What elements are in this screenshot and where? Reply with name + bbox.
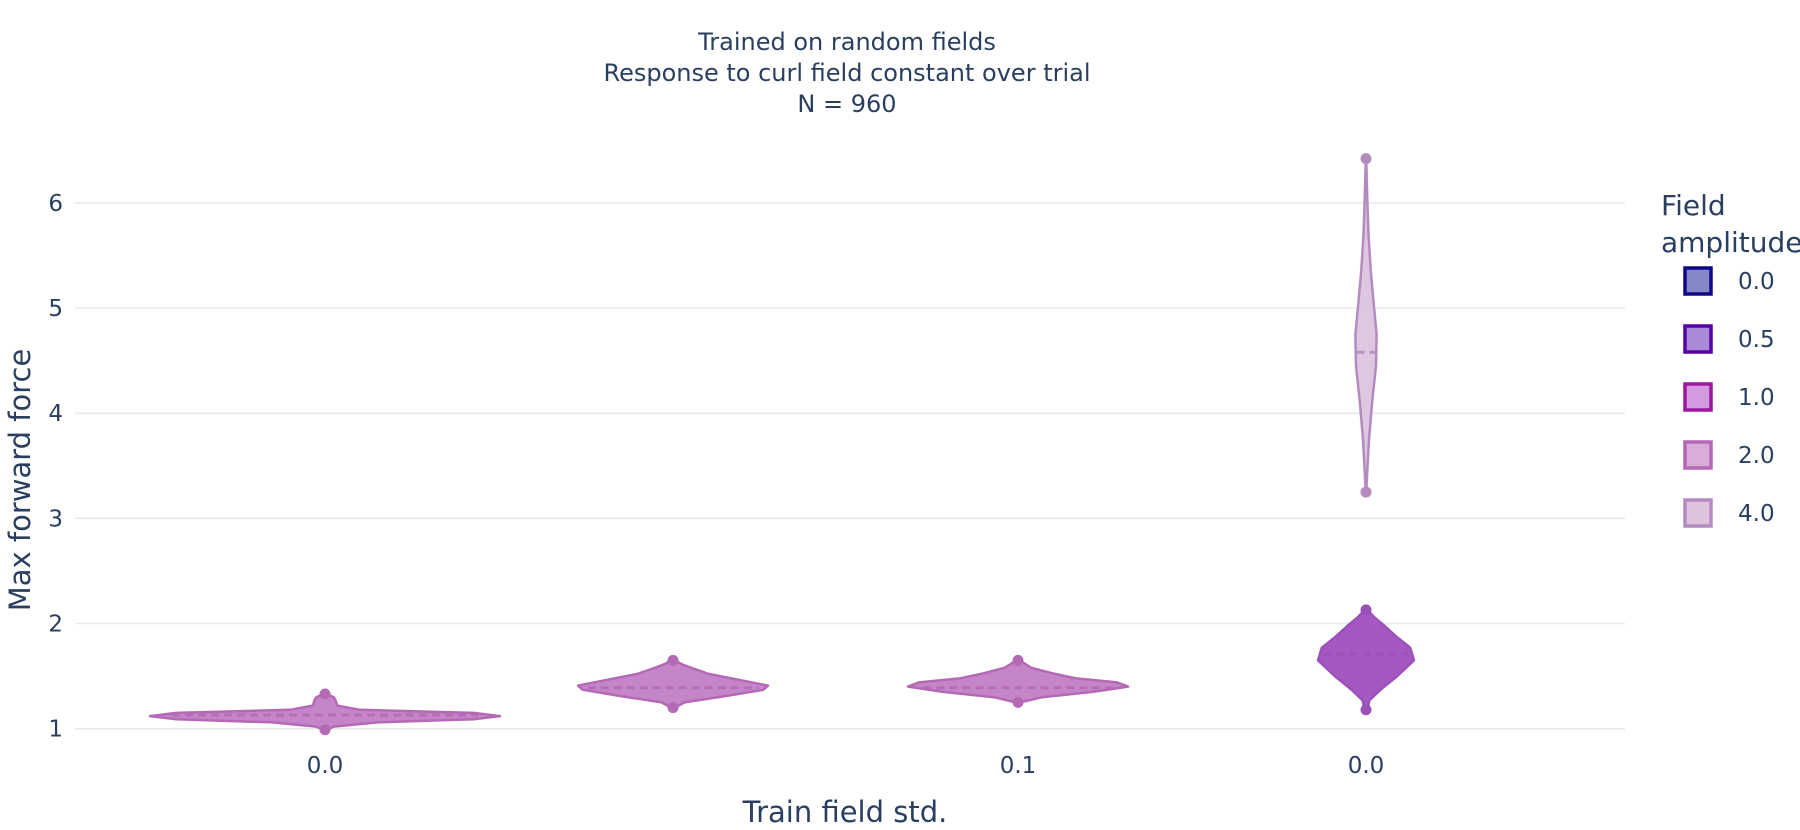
x-axis-title: Train field std. xyxy=(742,795,948,829)
legend-swatch[interactable] xyxy=(1683,440,1713,470)
grid-lines xyxy=(75,202,1625,730)
legend-label[interactable]: 2.0 xyxy=(1738,443,1775,469)
legend-swatch[interactable] xyxy=(1683,498,1713,528)
title-line-1: Response to curl field constant over tri… xyxy=(603,59,1090,87)
legend-label[interactable]: 1.0 xyxy=(1738,385,1775,411)
violin-extreme-point xyxy=(1360,486,1372,498)
y-tick-label: 3 xyxy=(48,506,63,532)
legend-swatch[interactable] xyxy=(1683,324,1713,354)
violin-body xyxy=(576,659,770,709)
y-axis-title: Max forward force xyxy=(3,349,37,612)
legend: Field amplitude 0.0 0.5 1.0 2.0 4.0 xyxy=(1661,189,1800,528)
y-tick-label: 6 xyxy=(48,191,63,217)
violin-extreme-point xyxy=(1360,704,1372,716)
violin-body xyxy=(1354,157,1378,494)
legend-label[interactable]: 0.0 xyxy=(1738,269,1775,295)
legend-title-line: amplitude xyxy=(1661,226,1800,259)
violin-extreme-point xyxy=(1012,696,1024,708)
x-tick-label: 0.0 xyxy=(1348,753,1385,779)
legend-label[interactable]: 4.0 xyxy=(1738,501,1775,527)
legend-label[interactable]: 0.5 xyxy=(1738,327,1775,353)
x-tick-label: 0.1 xyxy=(1000,753,1037,779)
title-line-2: N = 960 xyxy=(797,90,896,118)
violin-extreme-point xyxy=(667,702,679,714)
violin-extreme-point xyxy=(319,724,331,736)
violin-extreme-point xyxy=(1360,153,1372,165)
y-tick-label: 2 xyxy=(48,612,63,638)
violin-extreme-point xyxy=(1360,604,1372,616)
title-line-0: Trained on random fields xyxy=(697,28,996,56)
violin-extreme-point xyxy=(1012,654,1024,666)
violin-extreme-point xyxy=(667,654,679,666)
legend-title-line: Field xyxy=(1661,189,1726,222)
legend-swatch[interactable] xyxy=(1683,382,1713,412)
y-tick-label: 5 xyxy=(48,296,63,322)
violin-extreme-point xyxy=(319,688,331,700)
chart-title: Trained on random fields Response to curl… xyxy=(603,28,1090,118)
y-tick-label: 4 xyxy=(48,401,63,427)
legend-swatch[interactable] xyxy=(1683,266,1713,296)
y-axis-ticks: 1 2 3 4 5 6 xyxy=(48,191,63,743)
violins xyxy=(148,153,1416,736)
x-tick-label: 0.0 xyxy=(307,753,344,779)
x-axis-ticks: 0.0 0.1 0.0 xyxy=(307,753,1385,779)
y-tick-label: 1 xyxy=(48,717,63,743)
violin-body xyxy=(906,659,1130,704)
violin-body xyxy=(1316,608,1416,712)
